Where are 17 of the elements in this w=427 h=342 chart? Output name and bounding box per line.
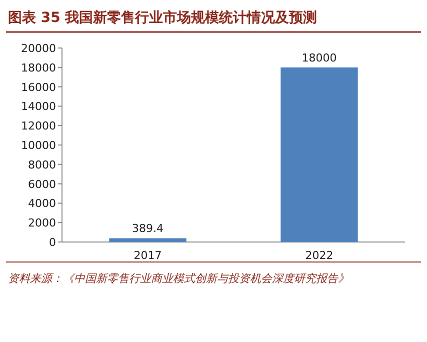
y-tick-label: 20000: [21, 42, 56, 55]
y-tick-label: 4000: [28, 197, 56, 210]
data-label: 389.4: [132, 222, 164, 236]
text: 资料来源：《中国新零售行业商业模式创新与投资机会深度研究报告》: [8, 272, 349, 285]
y-tick-label: 14000: [21, 100, 56, 114]
y-tick-label: 2000: [28, 216, 56, 230]
y-tick-label: 16000: [21, 80, 56, 94]
y-tick-label: 6000: [28, 178, 56, 191]
x-tick-label: 2017: [134, 249, 162, 262]
y-tick-label: 10000: [21, 139, 56, 152]
y-tick-label: 8000: [28, 158, 56, 172]
y-tick-label: 12000: [21, 120, 56, 133]
data-label: 18000: [302, 51, 337, 64]
y-tick-label: 0: [49, 236, 56, 249]
x-tick-label: 2022: [305, 249, 334, 262]
chart-title: 图表 35 我国新零售行业市场规模统计情况及预测: [8, 9, 318, 26]
y-tick-label: 18000: [21, 61, 56, 74]
